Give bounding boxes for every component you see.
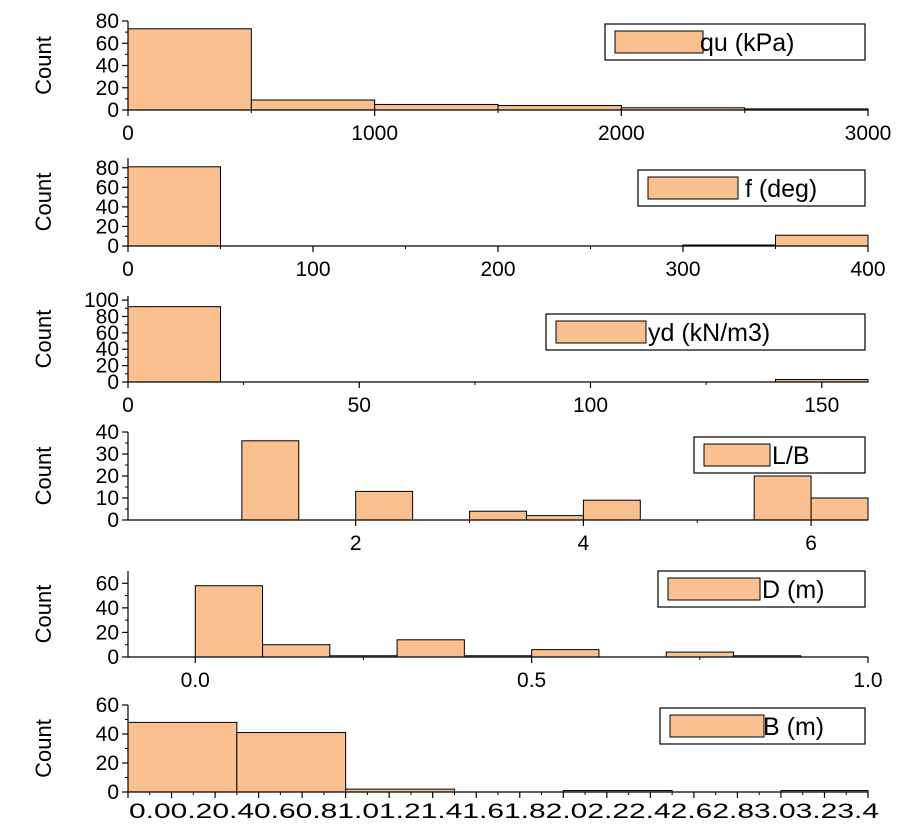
histogram-bar	[775, 234, 869, 247]
y-tick-label: 60	[96, 572, 119, 595]
x-tick-label: 100	[295, 258, 330, 281]
y-tick-label: 40	[96, 421, 119, 444]
histogram-bar	[355, 490, 414, 521]
x-tick-label: 6	[805, 532, 817, 555]
y-axis-label: Count	[31, 36, 56, 95]
y-tick-label: 40	[96, 723, 119, 746]
y-tick-label: 40	[96, 597, 119, 620]
histogram-bar	[127, 28, 252, 111]
y-axis-label: Count	[31, 310, 56, 369]
histogram-bar	[236, 732, 347, 793]
legend-swatch	[703, 443, 771, 467]
y-tick-label: 0	[107, 781, 119, 804]
histogram-bar	[810, 497, 869, 521]
y-tick-label: 100	[84, 289, 119, 312]
y-tick-label: 0	[107, 646, 119, 669]
y-tick-label: 60	[96, 694, 119, 717]
y-tick-label: 30	[96, 443, 119, 466]
x-tick-label: 100	[573, 394, 608, 417]
legend-swatch	[669, 714, 765, 738]
histogram-bar	[753, 475, 812, 521]
histogram-panel-6: 0 20 40 60 Count 0.00.20.40.60.81.01.21.41.61…	[31, 694, 879, 823]
y-tick-label: 80	[96, 157, 119, 180]
x-tick-label: 3000	[845, 122, 892, 145]
y-tick-label: 20	[96, 215, 119, 238]
histogram-bar	[582, 499, 641, 521]
histogram-bar	[250, 99, 376, 111]
x-tick-label: 50	[348, 394, 371, 417]
y-tick-label: 40	[96, 196, 119, 219]
histogram-bar	[396, 639, 465, 658]
y-tick-label: 40	[96, 55, 119, 78]
histogram-bar	[374, 103, 499, 111]
y-axis-label: Count	[31, 447, 56, 506]
x-tick-label: 0	[122, 394, 134, 417]
y-tick-label: 80	[96, 305, 119, 328]
histogram-bar	[525, 515, 584, 521]
x-tick-label: 400	[850, 258, 885, 281]
y-tick-label: 60	[96, 176, 119, 199]
histogram-bar	[665, 651, 734, 658]
y-tick-label: 20	[96, 621, 119, 644]
legend-swatch	[614, 30, 704, 54]
x-tick-label: 4	[578, 532, 590, 555]
y-axis-label: Count	[31, 585, 56, 644]
histogram-bar	[262, 644, 331, 658]
x-tick-label: 150	[804, 394, 839, 417]
y-tick-label: 60	[96, 322, 119, 345]
legend-label: L/B	[772, 442, 810, 470]
y-tick-label: 0	[107, 509, 119, 532]
legend-label: qu (kPa)	[700, 29, 794, 57]
y-tick-label: 0	[107, 235, 119, 258]
x-tick-label: 1000	[351, 122, 398, 145]
histogram-bar	[469, 510, 527, 521]
legend-label: D (m)	[762, 576, 824, 604]
y-tick-label: 20	[96, 355, 119, 378]
histogram-bar	[127, 721, 238, 793]
legend-label: yd (kN/m3)	[648, 319, 770, 347]
x-tick-label: 200	[480, 258, 515, 281]
legend-swatch	[667, 577, 761, 601]
x-tick-label: 2	[350, 532, 362, 555]
x-tick-label: 0.0	[181, 669, 210, 692]
y-tick-label: 0	[107, 99, 119, 122]
x-tick-label: 300	[665, 258, 700, 281]
x-tick-label: 1.0	[853, 669, 882, 692]
histogram-bar	[497, 105, 622, 111]
y-tick-label: 0	[107, 371, 119, 394]
y-tick-label: 10	[96, 487, 119, 510]
y-tick-label: 20	[96, 752, 119, 775]
histogram-bar	[127, 306, 221, 383]
histogram-bar	[241, 440, 300, 521]
histogram-bar	[127, 166, 221, 247]
histogram-bar	[531, 649, 600, 658]
legend-swatch	[555, 320, 647, 344]
y-axis-label: Count	[31, 173, 56, 232]
x-tick-labels: 0.00.20.40.60.81.01.21.41.61.82.02.22.42…	[129, 800, 879, 823]
x-tick-label: 0.5	[517, 669, 546, 692]
y-tick-label: 40	[96, 338, 119, 361]
histogram-bar	[194, 585, 264, 658]
x-tick-label: 0	[122, 258, 134, 281]
legend-label: f (deg)	[745, 175, 817, 203]
legend-swatch	[647, 176, 739, 200]
legend-label: B (m)	[763, 713, 824, 741]
x-tick-label: 2000	[598, 122, 645, 145]
y-tick-label: 20	[96, 465, 119, 488]
y-tick-label: 80	[96, 10, 119, 33]
y-tick-label: 20	[96, 77, 119, 100]
y-tick-label: 60	[96, 32, 119, 55]
x-tick-label: 0	[122, 122, 134, 145]
y-axis-label: Count	[31, 719, 56, 778]
